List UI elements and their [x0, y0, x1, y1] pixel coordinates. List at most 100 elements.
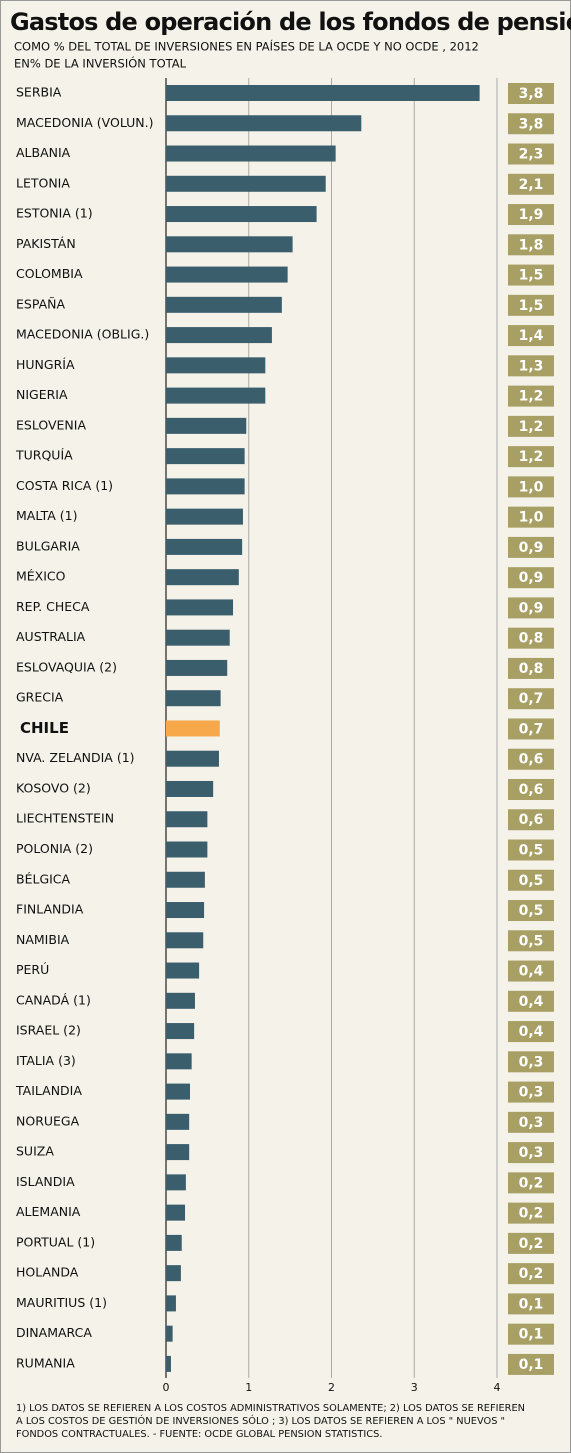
bar [166, 296, 282, 313]
value-label: 0,3 [519, 1115, 544, 1131]
bar [166, 659, 228, 676]
value-label: 0,4 [519, 964, 544, 980]
bar [166, 1174, 186, 1191]
bar [166, 357, 266, 374]
value-box [508, 718, 554, 740]
category-label: TAILANDIA [15, 1083, 82, 1098]
category-label: ESPAÑA [16, 296, 65, 311]
bar [166, 629, 230, 646]
value-box [508, 839, 554, 861]
value-label: 1,0 [519, 479, 544, 495]
value-box [508, 1142, 554, 1164]
category-label: CHILE [20, 719, 69, 737]
footnote: FONDOS CONTRACTUALES. - FUENTE: OCDE GLO… [16, 1429, 382, 1440]
category-label: NVA. ZELANDIA (1) [16, 750, 135, 765]
value-box [508, 567, 554, 589]
value-box [508, 778, 554, 800]
value-box [508, 900, 554, 922]
value-box [508, 385, 554, 407]
value-label: 2,3 [519, 147, 544, 163]
value-box [508, 1232, 554, 1254]
subtitle: EN% DE LA INVERSIÓN TOTAL [14, 56, 187, 71]
category-label: HUNGRÍA [16, 357, 75, 372]
category-label: LIECHTENSTEIN [16, 811, 114, 826]
value-box [508, 536, 554, 558]
category-label: NIGERIA [16, 387, 68, 402]
subtitle: COMO % DEL TOTAL DE INVERSIONES EN PAÍSE… [14, 39, 479, 54]
value-box [508, 506, 554, 528]
chart-title: Gastos de operación de los fondos de pen… [10, 8, 571, 36]
value-label: 1,5 [519, 268, 544, 284]
category-label: ALEMANIA [16, 1204, 81, 1219]
value-label: 0,6 [519, 812, 544, 828]
value-label: 0,9 [519, 570, 544, 586]
x-tick-label: 4 [494, 1381, 501, 1394]
value-label: 0,1 [519, 1296, 544, 1312]
value-label: 0,2 [519, 1175, 544, 1191]
value-label: 0,2 [519, 1266, 544, 1282]
category-label: NORUEGA [16, 1113, 80, 1128]
category-label: AUSTRALIA [16, 629, 86, 644]
value-box [508, 809, 554, 831]
category-label: CANADÁ (1) [16, 992, 91, 1007]
value-box [508, 990, 554, 1012]
value-label: 0,2 [519, 1236, 544, 1252]
value-label: 1,2 [519, 419, 544, 435]
value-box [508, 1202, 554, 1224]
category-label: LETONIA [16, 175, 70, 190]
category-label: BULGARIA [16, 538, 80, 553]
category-label: TURQUÍA [15, 448, 73, 463]
category-label: SERBIA [16, 85, 62, 100]
bar [166, 1355, 171, 1372]
value-box [508, 597, 554, 619]
bar [166, 206, 317, 223]
value-box [508, 869, 554, 891]
value-box [508, 415, 554, 437]
category-label: ESLOVAQUIA (2) [16, 659, 117, 674]
value-box [508, 1021, 554, 1043]
bar [166, 1325, 173, 1342]
x-tick-label: 2 [328, 1381, 335, 1394]
value-box [508, 264, 554, 286]
category-label: ISLANDIA [16, 1174, 75, 1189]
value-box [508, 325, 554, 347]
category-label: ALBANIA [16, 145, 71, 160]
value-label: 1,2 [519, 449, 544, 465]
category-label: RUMANIA [16, 1355, 75, 1370]
category-label: MALTA (1) [16, 508, 77, 523]
value-label: 1,9 [519, 207, 544, 223]
value-box [508, 1111, 554, 1133]
value-label: 0,6 [519, 782, 544, 798]
value-label: 0,5 [519, 843, 544, 859]
value-box [508, 476, 554, 498]
value-box [508, 930, 554, 952]
value-box [508, 83, 554, 104]
value-box [508, 234, 554, 256]
bar [166, 1295, 176, 1312]
category-label: FINLANDIA [16, 902, 84, 917]
category-label: MÉXICO [16, 569, 66, 584]
value-box [508, 446, 554, 468]
value-box [508, 1051, 554, 1073]
value-label: 0,2 [519, 1206, 544, 1222]
bar [166, 85, 480, 101]
category-label: HOLANDA [16, 1265, 79, 1280]
bar [166, 841, 208, 858]
value-label: 0,8 [519, 631, 544, 647]
bar [166, 1023, 195, 1040]
bar [166, 780, 214, 797]
value-label: 0,9 [519, 600, 544, 616]
value-label: 0,7 [519, 691, 544, 707]
value-box [508, 1323, 554, 1345]
value-box [508, 113, 554, 135]
value-label: 1,5 [519, 298, 544, 314]
bar [166, 1113, 190, 1130]
value-label: 0,4 [519, 994, 544, 1010]
value-box [508, 1263, 554, 1285]
value-box [508, 143, 554, 165]
value-box [508, 1172, 554, 1194]
bar [166, 902, 205, 919]
value-label: 0,5 [519, 903, 544, 919]
category-label: DINAMARCA [16, 1325, 92, 1340]
